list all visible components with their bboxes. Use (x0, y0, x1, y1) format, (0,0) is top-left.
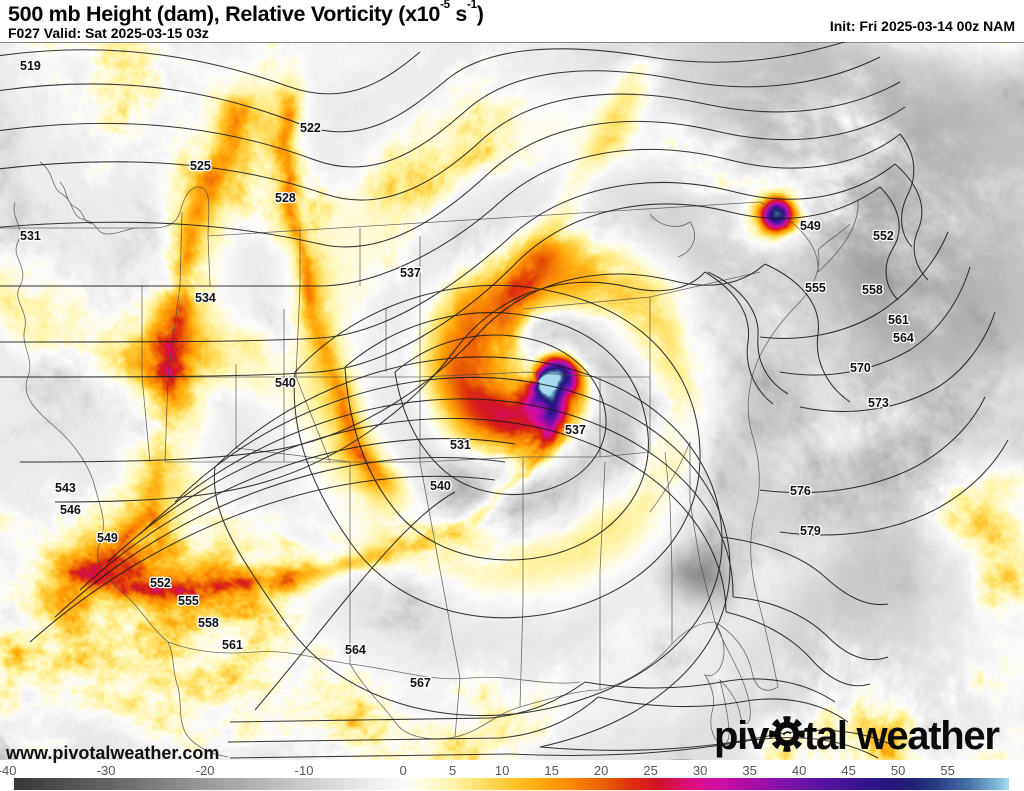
svg-text:558: 558 (198, 616, 219, 630)
svg-text:573: 573 (868, 396, 889, 410)
svg-text:537: 537 (565, 423, 586, 437)
svg-text:531: 531 (450, 438, 471, 452)
svg-text:561: 561 (222, 638, 243, 652)
svg-text:552: 552 (873, 229, 894, 243)
svg-text:531: 531 (20, 229, 41, 243)
svg-text:537: 537 (400, 266, 421, 280)
svg-text:564: 564 (345, 643, 366, 657)
svg-text:543: 543 (55, 481, 76, 495)
svg-text:579: 579 (800, 524, 821, 538)
svg-text:561: 561 (888, 313, 909, 327)
svg-text:540: 540 (275, 376, 296, 390)
svg-text:549: 549 (800, 219, 821, 233)
svg-text:555: 555 (805, 281, 826, 295)
svg-text:522: 522 (300, 121, 321, 135)
svg-text:567: 567 (410, 676, 431, 690)
svg-text:555: 555 (178, 594, 199, 608)
svg-text:564: 564 (893, 331, 914, 345)
svg-text:528: 528 (275, 191, 296, 205)
svg-text:540: 540 (430, 479, 451, 493)
svg-text:549: 549 (97, 531, 118, 545)
svg-text:tal weather: tal weather (804, 714, 999, 758)
svg-text:546: 546 (60, 503, 81, 517)
svg-text:534: 534 (195, 291, 216, 305)
svg-text:525: 525 (190, 159, 211, 173)
svg-text:576: 576 (790, 484, 811, 498)
svg-text:558: 558 (862, 283, 883, 297)
svg-text:552: 552 (150, 576, 171, 590)
svg-text:570: 570 (850, 361, 871, 375)
svg-text:piv: piv (714, 714, 770, 758)
svg-text:519: 519 (20, 59, 41, 73)
